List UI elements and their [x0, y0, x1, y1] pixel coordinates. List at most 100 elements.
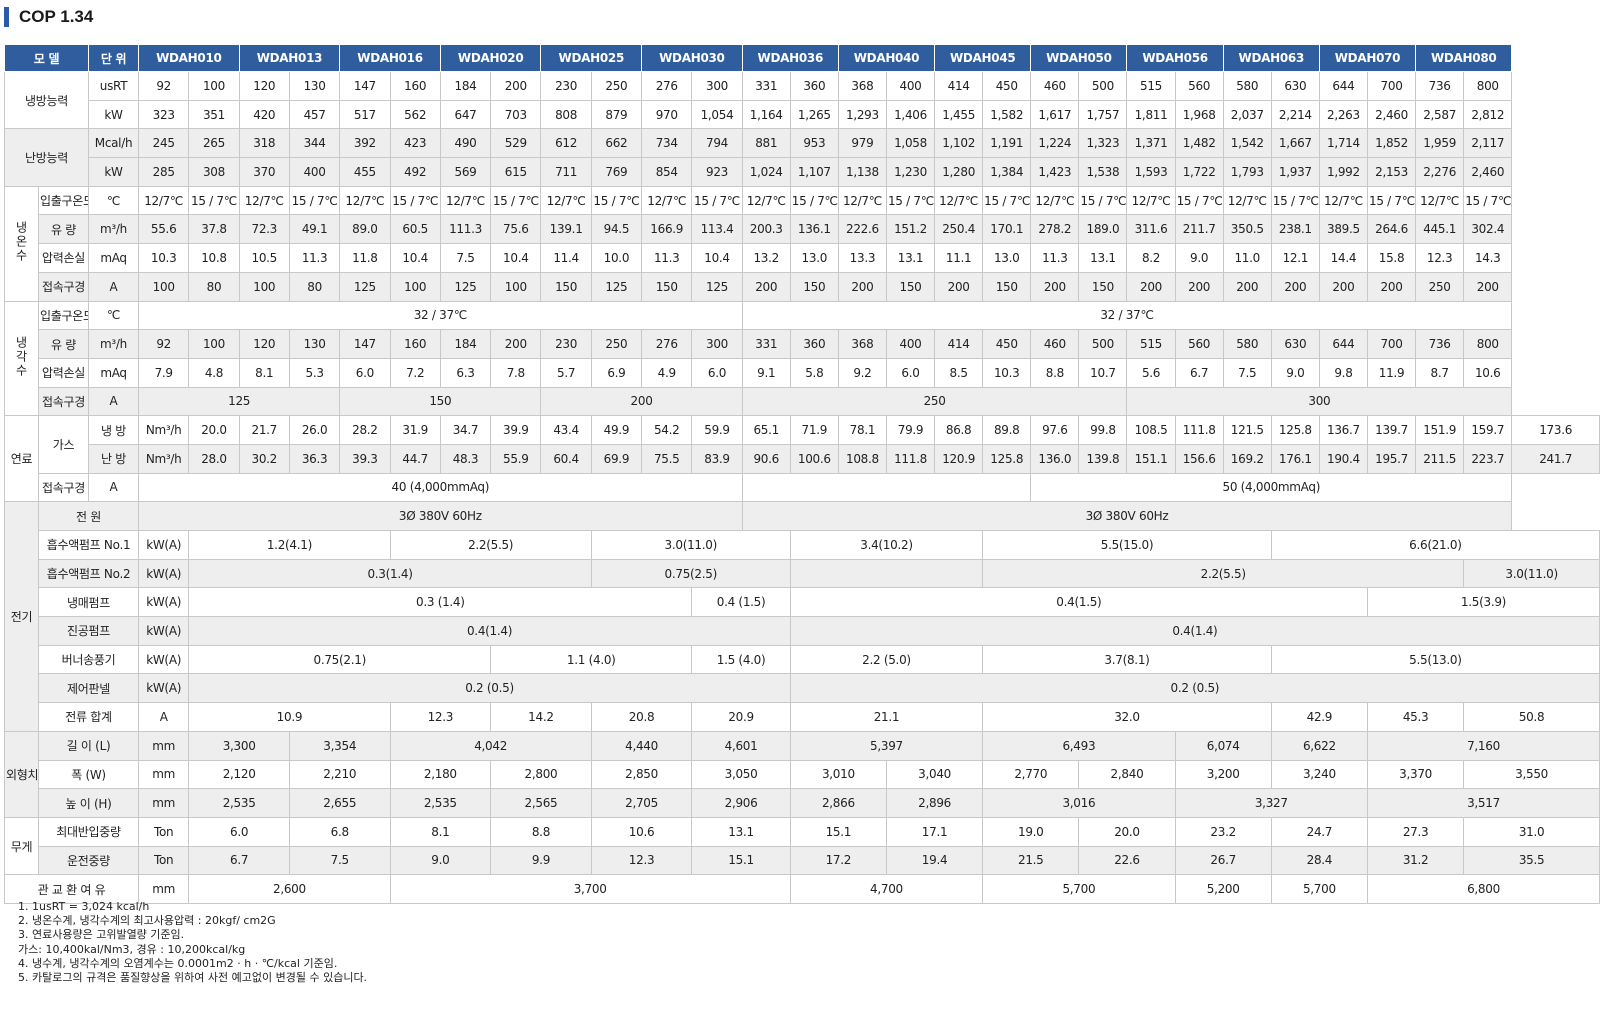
table-cell: 350.5: [1222, 214, 1272, 245]
table-cell: 250: [741, 386, 1128, 417]
table-cell: 139.8: [1078, 443, 1128, 474]
table-cell: 0.75(2.1): [188, 644, 492, 675]
table-cell: 580: [1222, 329, 1272, 359]
table-cell: 9.0: [389, 845, 492, 876]
table-row: 냉방능력 usRT 92 100 120 130 147 160 184 200 230 250 276…: [3, 70, 1600, 130]
table-cell: 1,024: [741, 157, 791, 187]
table-cell: 311.6: [1126, 214, 1176, 245]
table-cell: 455: [339, 157, 391, 187]
table-cell: 151.9: [1415, 415, 1465, 445]
table-cell: 진공펌프: [37, 616, 140, 646]
table-cell: 2,535: [389, 788, 492, 818]
table-row: 버너송풍기 kW(A) 0.75(2.1) 1.1 (4.0) 1.5 (4.0) 2.2…: [5, 644, 1601, 675]
table-cell: 264.6: [1366, 214, 1417, 245]
table-cell: 31.9: [389, 415, 441, 445]
table-cell: 200: [1222, 271, 1272, 302]
table-cell: kW: [88, 99, 140, 130]
table-cell: 9.8: [1318, 357, 1368, 388]
table-cell: 0.75(2.5): [590, 558, 791, 589]
table-cell: 360: [789, 71, 839, 101]
table-cell: 6.7: [188, 845, 290, 876]
table-cell: 11.0: [1222, 243, 1272, 273]
table-cell: 200: [1126, 271, 1176, 302]
table-cell: 입출구온도: [37, 300, 90, 331]
table-cell: m³/h: [88, 214, 140, 245]
footnote-line: 5. 카탈로그의 규격은 품질향상을 위하여 사전 예고없이 변경될 수 있습니…: [18, 971, 368, 985]
table-cell: 6,622: [1270, 730, 1368, 761]
table-cell: 2,263: [1318, 99, 1368, 130]
table-cell: 150: [540, 271, 592, 302]
table-cell: 3,200: [1174, 759, 1272, 790]
table-cell: 151.2: [885, 214, 936, 245]
table-cell: 15 / 7℃: [389, 185, 441, 216]
table-cell: 15.1: [789, 816, 887, 847]
table-cell: 351: [188, 99, 240, 130]
table-cell: 450: [982, 329, 1032, 359]
table-cell: 12/7℃: [1415, 185, 1465, 216]
table-cell: 125: [339, 271, 391, 302]
table-cell: 1,102: [934, 128, 984, 159]
table-cell: ℃: [88, 300, 140, 331]
header-cell: WDAH050: [1030, 44, 1128, 72]
table-cell: 17.1: [885, 816, 984, 847]
table-cell: 230: [540, 329, 592, 359]
table-cell: 12/7℃: [837, 185, 887, 216]
table-cell: A: [88, 271, 140, 302]
table-cell: 979: [837, 128, 887, 159]
table-cell: 4,700: [789, 874, 984, 904]
table-cell: 12/7℃: [339, 185, 391, 216]
table-cell: 5.5(15.0): [982, 530, 1272, 560]
table-cell: 150: [885, 271, 936, 302]
table-cell: 9.0: [1270, 357, 1320, 388]
table-cell: 3Ø 380V 60Hz: [741, 501, 1513, 531]
table-cell: 169.2: [1222, 443, 1272, 474]
table-cell: 89.8: [982, 415, 1032, 445]
table-cell: 97.6: [1030, 415, 1080, 445]
table-cell: 703: [490, 99, 542, 130]
table-row: 냉매펌프 kW(A) 0.3 (1.4) 0.4 (1.5) 0.4(1.5) 1.5(3…: [5, 587, 1601, 618]
vertical-label: 냉각수: [14, 335, 28, 378]
table-cell: 15 / 7℃: [1078, 185, 1128, 216]
table-cell: mm: [138, 874, 190, 904]
table-cell: 1,937: [1270, 157, 1320, 187]
table-cell: 20.0: [1078, 816, 1176, 847]
table-cell: 2,120: [188, 759, 290, 790]
table-cell: 78.1: [837, 415, 887, 445]
table-cell: 69.9: [590, 443, 643, 474]
table-cell: 39.3: [339, 443, 391, 474]
footnotes: 1. 1usRT = 3,024 kcal/h 2. 냉온수계, 냉각수계의 최고…: [18, 900, 367, 985]
table-cell: 3,050: [691, 759, 791, 790]
table-cell: 83.9: [691, 443, 743, 474]
title-accent-bar: [4, 7, 9, 27]
table-cell: 3Ø 380V 60Hz: [138, 501, 743, 531]
table-cell: 1,265: [789, 99, 839, 130]
table-cell: 923: [691, 157, 743, 187]
table-cell: 881: [741, 128, 791, 159]
table-cell: 2,180: [389, 759, 492, 790]
table-cell: mAq: [88, 243, 140, 273]
table-cell: 1,164: [741, 99, 791, 130]
table-row: 전기 전 원 3Ø 380V 60Hz 3Ø 380V 60Hz: [4, 501, 1600, 732]
table-cell: 736: [1415, 329, 1465, 359]
table-cell: 2,812: [1463, 99, 1513, 130]
row-group-label: 외형치수: [4, 730, 39, 818]
table-cell: 12.3: [389, 702, 492, 732]
table-cell: 8.8: [1030, 357, 1080, 388]
table-cell: 200: [1318, 271, 1368, 302]
table-cell: 1,722: [1174, 157, 1224, 187]
table-cell: 800: [1463, 329, 1513, 359]
table-cell: 120: [238, 71, 290, 101]
table-cell: 111.8: [885, 443, 936, 474]
header-cell: 모 델: [3, 44, 90, 72]
table-cell: 8.5: [934, 357, 984, 388]
table-cell: 8.1: [238, 357, 290, 388]
table-cell: 200: [837, 271, 887, 302]
table-cell: Mcal/h: [88, 128, 140, 159]
table-cell: mm: [138, 788, 190, 818]
table-cell: 79.9: [885, 415, 936, 445]
table-cell: 794: [691, 128, 743, 159]
table-cell: 3.0(11.0): [1463, 558, 1600, 589]
table-cell: 400: [885, 71, 936, 101]
table-cell: 1,371: [1126, 128, 1176, 159]
table-cell: 125.8: [982, 443, 1032, 474]
